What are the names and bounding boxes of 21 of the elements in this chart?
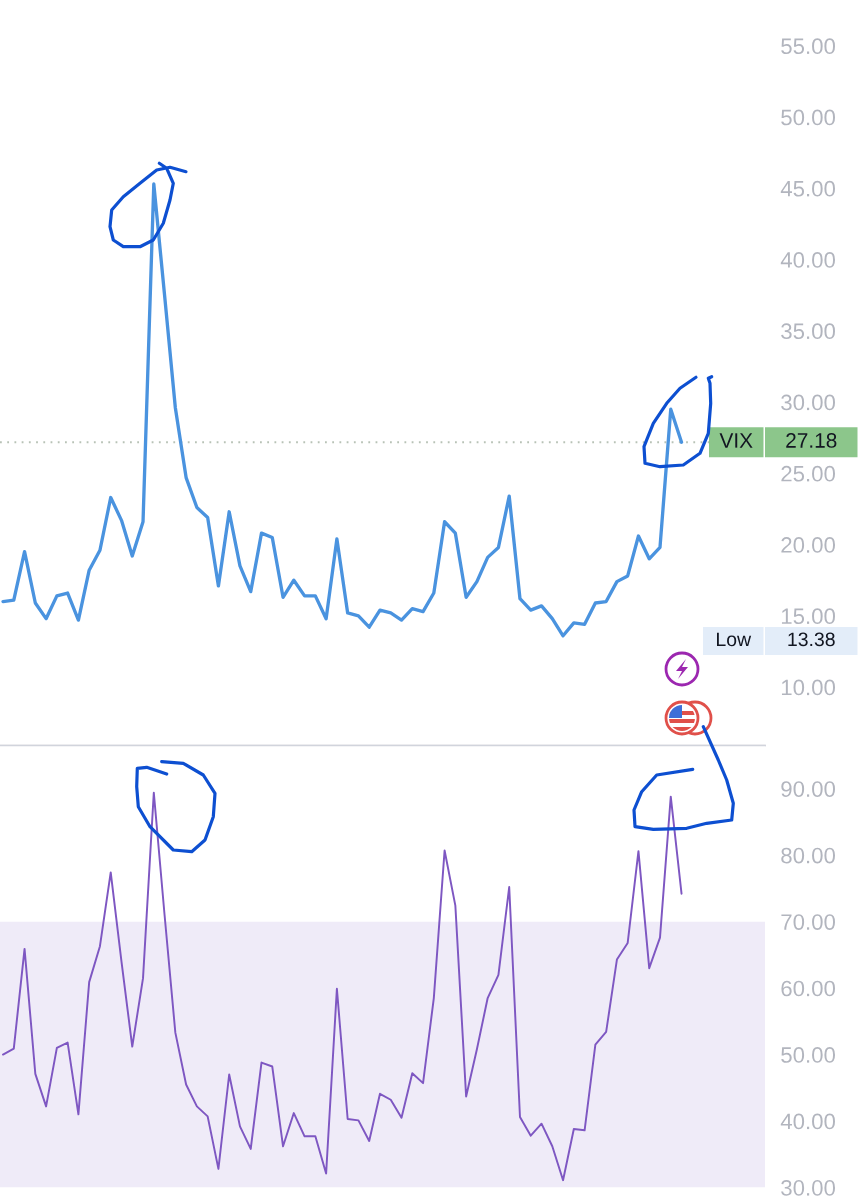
y-tick-label: 10.00 — [781, 679, 836, 696]
y-tick-label: 50.00 — [781, 109, 836, 126]
line-series — [1, 182, 684, 638]
y-tick-label: 20.00 — [781, 537, 836, 553]
y-tick-label: 80.00 — [781, 847, 836, 864]
y-tick-label: 60.00 — [781, 980, 836, 997]
y-tick-label: 30.00 — [781, 394, 836, 411]
y-tick-label: 50.00 — [781, 1047, 836, 1063]
y-tick-label: 90.00 — [781, 781, 836, 797]
y-tick-label: 45.00 — [780, 180, 836, 197]
line-series — [2, 791, 683, 1182]
text: VIX 27.18 — [719, 433, 837, 448]
y-tick-label: 70.00 — [781, 914, 836, 930]
y-tick-label: 40.00 — [780, 252, 836, 268]
y-tick-label: 35.00 — [781, 323, 836, 340]
y-tick-label: 55.00 — [781, 38, 836, 55]
y-tick-label: 30.00 — [781, 1180, 836, 1196]
y-tick-label: 25.00 — [781, 465, 836, 482]
y-tick-label: 15.00 — [781, 608, 836, 625]
y-tick-label: 40.00 — [780, 1113, 836, 1130]
text: Low 13.38 — [717, 632, 835, 647]
